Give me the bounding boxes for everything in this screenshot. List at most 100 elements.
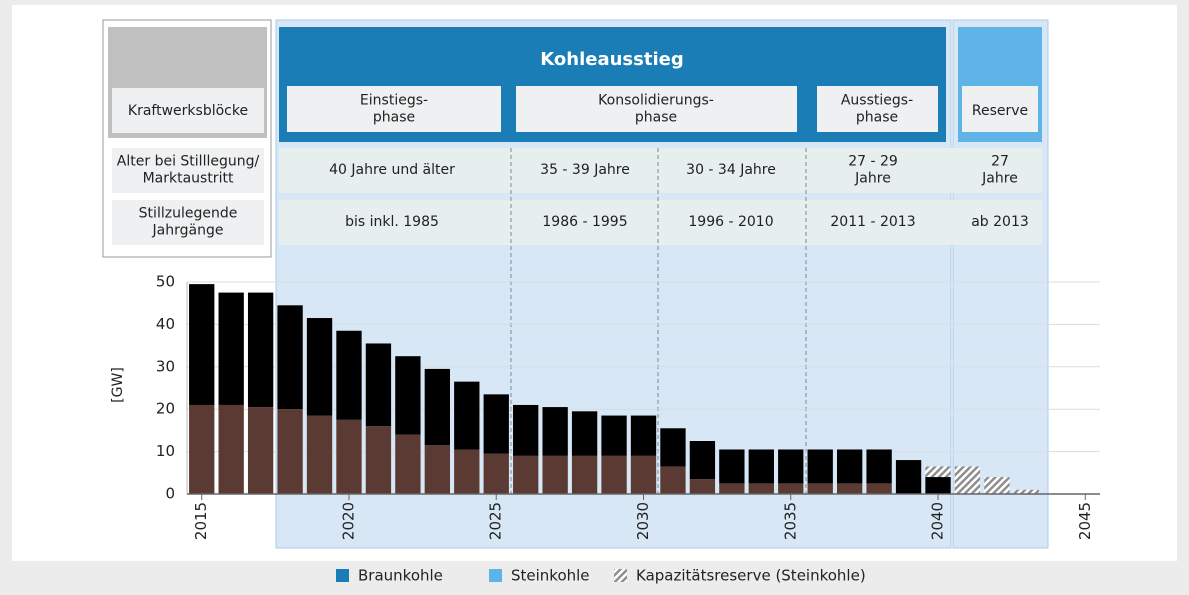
bar-segment (836, 483, 863, 494)
bar-segment (247, 292, 274, 408)
row-cell: Jahre (854, 171, 891, 187)
row-cell: ab 2013 (971, 214, 1029, 230)
bar-segment (395, 356, 421, 435)
bar-segment (571, 411, 598, 456)
bar-segment (424, 445, 451, 494)
x-tick-label: 2030 (634, 502, 652, 540)
bar-segment (483, 394, 509, 454)
bar-segment (748, 449, 774, 484)
y-tick-label: 0 (165, 485, 175, 503)
row-cell: 30 - 34 Jahre (686, 162, 776, 178)
phase-label: phase (635, 110, 677, 126)
bar-segment (601, 415, 627, 456)
bar-segment (218, 404, 244, 494)
row-cell: 35 - 39 Jahre (540, 162, 630, 178)
x-tick-label: 2020 (339, 502, 357, 540)
bar-segment (925, 466, 951, 478)
bar-segment (395, 434, 421, 494)
bar-segment (513, 404, 539, 456)
bar-segment (189, 284, 215, 405)
bar-segment (719, 483, 745, 494)
bar-segment (542, 407, 568, 456)
bar-segment (630, 455, 657, 494)
legend-label: Braunkohle (358, 567, 443, 585)
y-tick-label: 20 (156, 400, 175, 418)
x-tick-label: 2045 (1076, 502, 1094, 540)
bar-segment (689, 441, 716, 480)
phase-label: Einstiegs- (360, 93, 428, 109)
bar-segment (660, 428, 686, 467)
bar-segment (454, 449, 480, 494)
row-label-cell (112, 148, 264, 193)
bar-segment (866, 449, 892, 484)
bar-segment (454, 381, 480, 450)
phase-label: phase (373, 110, 415, 126)
bar-segment (719, 449, 745, 484)
bar-segment (689, 479, 716, 494)
x-tick-label: 2040 (929, 502, 947, 540)
row-label: Alter bei Stilllegung/ (117, 154, 260, 170)
bar-segment (571, 455, 598, 494)
phase-label: Ausstiegs- (841, 93, 913, 109)
x-tick-label: 2025 (487, 502, 505, 540)
y-tick-label: 40 (156, 315, 175, 333)
phase-cell (516, 86, 797, 132)
row-cell: 27 - 29 (848, 154, 898, 170)
legend-swatch (489, 569, 502, 582)
table-title: Kohleausstieg (540, 49, 683, 70)
phase-cell (287, 86, 501, 132)
bar-segment (807, 449, 833, 484)
row-header-cell (112, 88, 264, 133)
row-cell: Jahre (981, 171, 1018, 187)
bar-segment (836, 449, 863, 484)
bar-segment (218, 292, 244, 405)
legend-swatch (336, 569, 349, 582)
bar-segment (630, 415, 657, 456)
bar-segment (306, 415, 333, 494)
legend-label: Kapazitätsreserve (Steinkohle) (636, 567, 866, 585)
bar-segment (277, 305, 303, 410)
row-label: Marktaustritt (143, 171, 234, 187)
x-tick-label: 2035 (781, 502, 799, 540)
y-tick-label: 50 (156, 273, 175, 291)
bar-segment (336, 330, 362, 420)
phase-label: Konsolidierungs- (598, 93, 714, 109)
phase-label: phase (856, 110, 898, 126)
bar-segment (483, 453, 509, 494)
bar-segment (778, 483, 804, 494)
legend-label: Steinkohle (511, 567, 590, 585)
bar-segment (247, 407, 274, 494)
bar-segment (807, 483, 833, 494)
row-cell: 1986 - 1995 (542, 214, 627, 230)
row-cell: 2011 - 2013 (830, 214, 915, 230)
reserve-label: Reserve (972, 103, 1028, 119)
row-cell: 27 (991, 154, 1009, 170)
bar-segment (866, 483, 892, 494)
bar-segment (748, 483, 774, 494)
y-tick-label: 30 (156, 357, 175, 375)
bar-segment (895, 460, 922, 494)
bar-segment (778, 449, 804, 484)
bar-segment (365, 426, 392, 494)
legend-swatch (614, 569, 627, 582)
bar-segment (424, 368, 451, 446)
y-tick-label: 10 (156, 442, 175, 460)
bar-segment (277, 409, 303, 494)
row-band (279, 200, 1042, 245)
row-band (279, 148, 1042, 193)
bar-segment (336, 419, 362, 494)
x-tick-label: 2015 (192, 502, 210, 540)
bar-segment (601, 455, 627, 494)
bar-segment (189, 404, 215, 494)
bar-segment (984, 477, 1010, 494)
row-cell: 1996 - 2010 (688, 214, 773, 230)
bar-segment (306, 318, 333, 416)
y-axis-label: [GW] (110, 367, 126, 403)
row-cell: 40 Jahre und älter (329, 162, 455, 178)
bar-segment (1013, 489, 1040, 494)
row-label: Jahrgänge (152, 223, 224, 239)
row-cell: bis inkl. 1985 (345, 214, 439, 230)
bar-segment (925, 477, 951, 494)
phase-cell (817, 86, 938, 132)
